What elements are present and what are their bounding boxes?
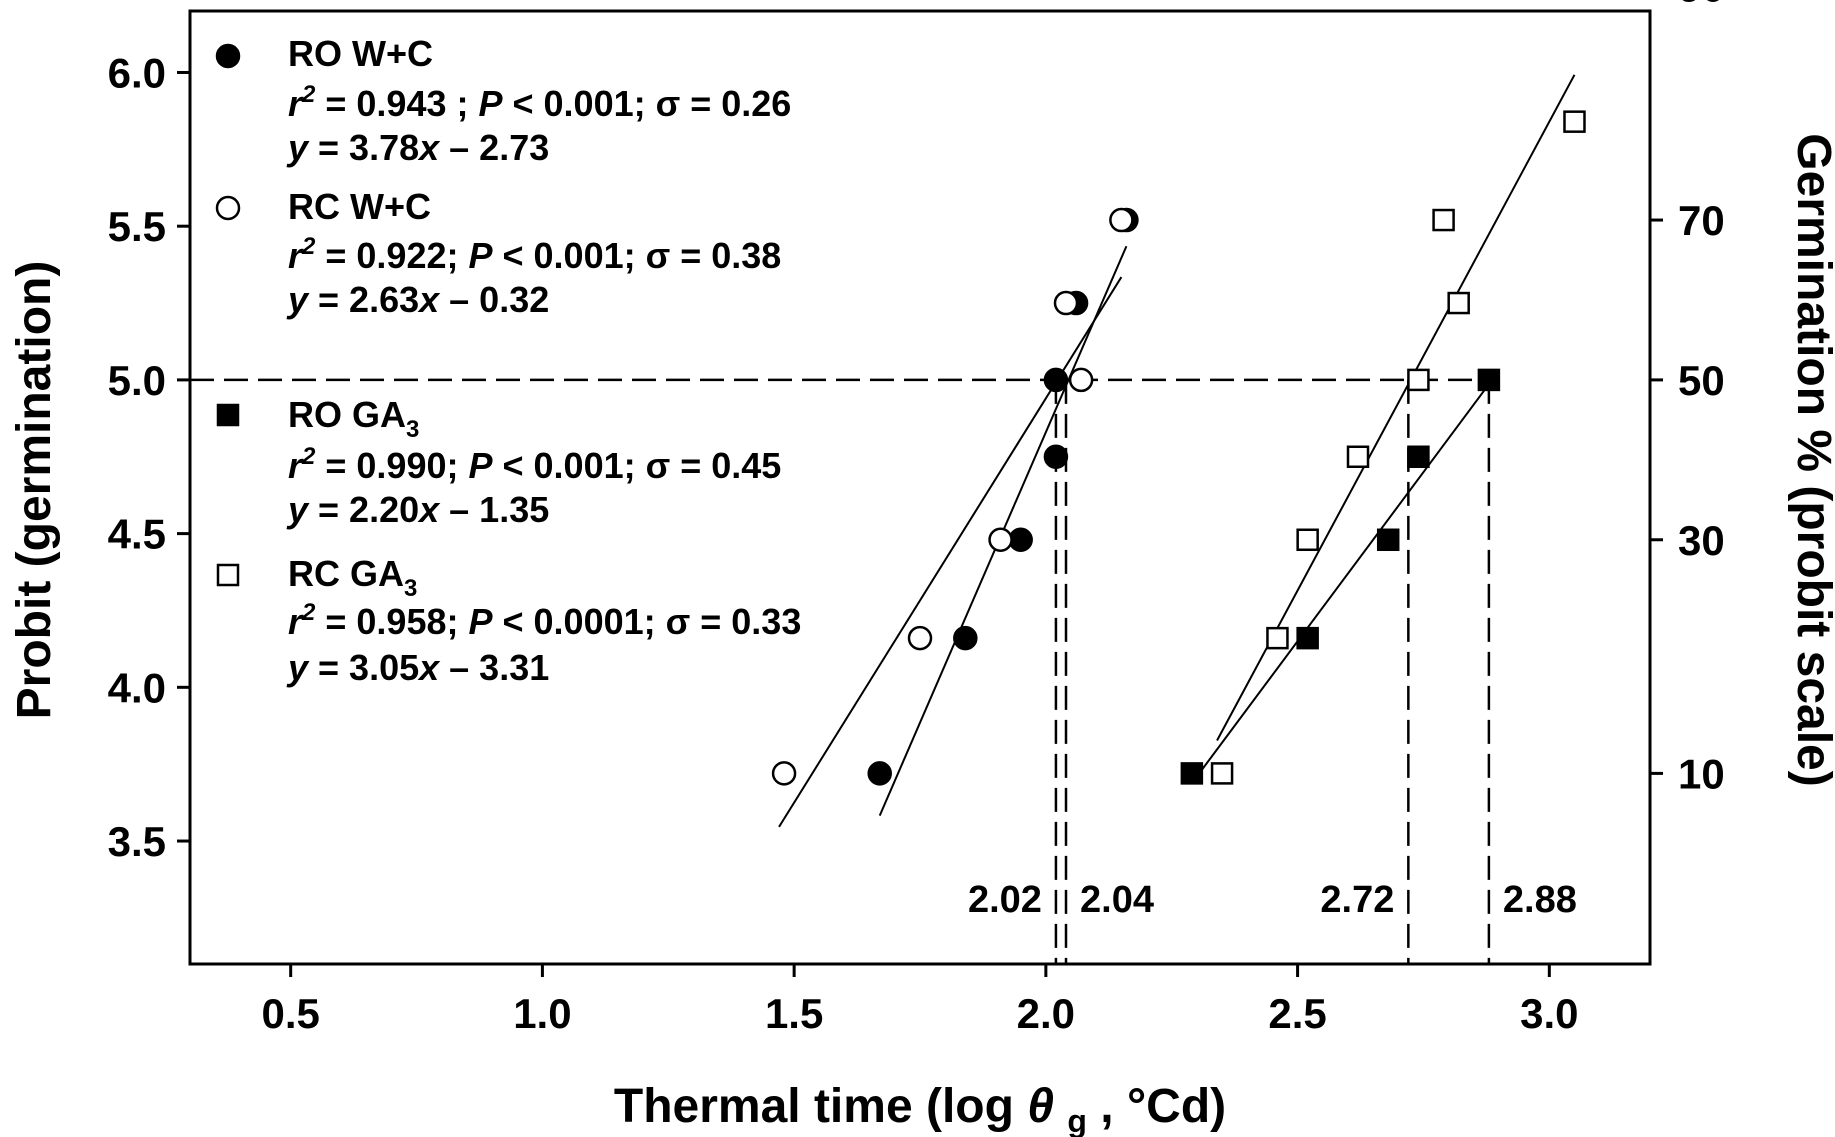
- y2-axis: 10 30 50 70 90: [1650, 0, 1725, 797]
- x-annotations: 2.02 2.04 2.72 2.88: [968, 879, 1577, 921]
- data-point: [1180, 762, 1204, 785]
- legend-stats: r2 = 0.922; P < 0.001; σ = 0.38: [288, 233, 781, 276]
- x-axis-title-subscript: g: [1067, 1103, 1087, 1137]
- data-point: [1477, 368, 1501, 392]
- legend-marker: [216, 403, 240, 427]
- data-point: [1043, 444, 1069, 470]
- y2-tick-label: 90: [1678, 0, 1725, 10]
- legend-equation: y = 2.20x – 1.35: [286, 489, 549, 530]
- annotation-label: 2.02: [968, 879, 1042, 921]
- plot-frame: [188, 9, 1652, 966]
- y2-axis-title: Germination % (probit scale): [1787, 133, 1835, 786]
- data-point: [1210, 762, 1234, 785]
- data-point: [988, 527, 1013, 553]
- data-point: [1447, 291, 1470, 315]
- legend-equation: y = 3.78x – 2.73: [286, 127, 549, 168]
- y-axis: 3.5 4.0 4.5 5.0 5.5 6.0: [108, 49, 190, 865]
- y2-tick-label: 70: [1678, 197, 1725, 244]
- legend-series-name: RC W+C: [288, 186, 431, 227]
- annotation-label: 2.04: [1080, 879, 1154, 921]
- legend-stats: r2 = 0.943 ; P < 0.001; σ = 0.26: [288, 81, 791, 124]
- legend-stats: r2 = 0.990; P < 0.001; σ = 0.45: [288, 443, 781, 486]
- data-point: [1008, 527, 1033, 553]
- y2-tick-label: 50: [1678, 357, 1725, 404]
- x-tick-label: 0.5: [261, 990, 319, 1037]
- data-point: [867, 761, 892, 786]
- data-markers: [771, 110, 1586, 786]
- legend-marker: [215, 43, 241, 69]
- reference-lines: [190, 378, 1491, 964]
- data-point: [1109, 207, 1134, 233]
- y-axis-title: Probit (germination): [8, 261, 61, 720]
- data-point: [1043, 367, 1069, 393]
- legend-equation: y = 3.05x – 3.31: [286, 647, 549, 688]
- data-point: [1407, 368, 1430, 392]
- legend-equation: y = 2.63x – 0.32: [286, 279, 549, 320]
- annotation-label: 2.88: [1503, 879, 1577, 921]
- x-axis-title-symbol: θ: [1027, 1080, 1054, 1133]
- legend: RO W+Cr2 = 0.943 ; P < 0.001; σ = 0.26y …: [215, 33, 801, 688]
- data-point: [1563, 110, 1586, 133]
- fit-line: [778, 276, 1123, 828]
- legend-series-name: RO GA3: [288, 394, 419, 443]
- data-point: [1068, 367, 1094, 393]
- x-tick-label: 2.5: [1268, 990, 1326, 1037]
- y-tick-label: 5.0: [108, 357, 166, 404]
- y-tick-label: 4.5: [108, 511, 166, 558]
- data-point: [1296, 626, 1319, 650]
- data-point: [953, 625, 978, 651]
- y2-tick-label: 30: [1678, 517, 1725, 564]
- data-point: [1296, 528, 1319, 552]
- legend-series-name: RO W+C: [288, 33, 433, 74]
- legend-marker: [215, 195, 241, 221]
- x-axis-title-end: , °Cd): [1100, 1080, 1226, 1133]
- legend-marker: [216, 563, 240, 587]
- annotation-label: 2.72: [1320, 879, 1394, 921]
- fit-lines: [778, 74, 1576, 828]
- legend-stats: r2 = 0.958; P < 0.0001; σ = 0.33: [288, 599, 801, 642]
- data-point: [907, 625, 933, 651]
- data-point: [1376, 528, 1400, 552]
- data-point: [1432, 208, 1455, 232]
- data-point: [1266, 626, 1289, 650]
- data-point: [1346, 445, 1370, 469]
- x-axis: 0.5 1.0 1.5 2.0 2.5 3.0: [261, 964, 1579, 1037]
- data-point: [1407, 445, 1430, 469]
- y2-tick-label: 10: [1678, 750, 1725, 797]
- x-axis-title-main: Thermal time (log: [614, 1080, 1014, 1133]
- fit-line: [1196, 383, 1490, 778]
- x-axis-title: Thermal time (log θ g , °Cd): [614, 1080, 1226, 1137]
- data-point: [771, 761, 797, 786]
- legend-series-name: RC GA3: [288, 553, 417, 602]
- x-tick-label: 1.5: [765, 990, 823, 1037]
- y-tick-label: 4.0: [108, 664, 166, 711]
- data-point: [1053, 290, 1079, 316]
- x-tick-label: 3.0: [1520, 990, 1578, 1037]
- y-tick-label: 6.0: [108, 49, 166, 96]
- y-tick-label: 3.5: [108, 818, 166, 865]
- y-tick-label: 5.5: [108, 203, 166, 250]
- x-tick-label: 2.0: [1017, 990, 1075, 1037]
- x-tick-label: 1.0: [513, 990, 571, 1037]
